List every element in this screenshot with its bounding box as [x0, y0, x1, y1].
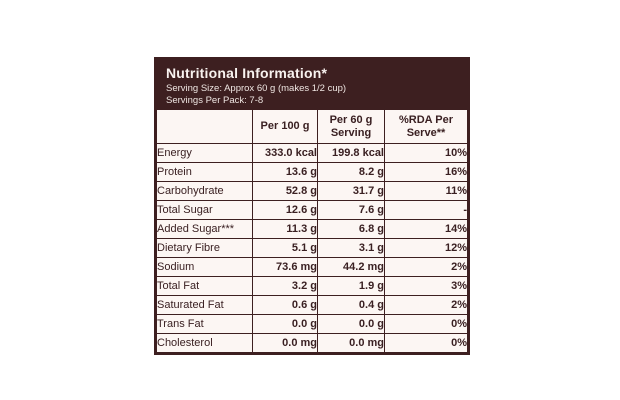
value-per-100g: 5.1 g: [252, 238, 318, 258]
table-header-row: Per 100 g Per 60 g Serving %RDA Per Serv…: [156, 109, 468, 144]
value-per-100g: 0.6 g: [252, 295, 318, 315]
value-per-100g: 333.0 kcal: [252, 143, 318, 163]
nutrition-table-body: Energy 333.0 kcal 199.8 kcal 10% Protein 13.6…: [156, 143, 468, 353]
column-header-empty: [156, 109, 253, 144]
value-rda-per-serve: 11%: [384, 181, 468, 201]
nutrient-label: Dietary Fibre: [156, 238, 253, 258]
value-per-100g: 0.0 mg: [252, 333, 318, 353]
value-per-60g: 199.8 kcal: [317, 143, 385, 163]
nutrient-label: Cholesterol: [156, 333, 253, 353]
value-per-60g: 1.9 g: [317, 276, 385, 296]
column-header-per-60g-serving: Per 60 g Serving: [317, 109, 385, 144]
table-row: Carbohydrate 52.8 g 31.7 g 11%: [156, 181, 468, 201]
value-per-100g: 13.6 g: [252, 162, 318, 182]
value-rda-per-serve: 0%: [384, 314, 468, 334]
value-per-60g: 3.1 g: [317, 238, 385, 258]
value-per-60g: 0.0 g: [317, 314, 385, 334]
table-row: Dietary Fibre 5.1 g 3.1 g 12%: [156, 238, 468, 258]
nutrition-facts-card: Nutritional Information* Serving Size: A…: [154, 57, 470, 355]
nutrient-label: Saturated Fat: [156, 295, 253, 315]
table-row: Sodium 73.6 mg 44.2 mg 2%: [156, 257, 468, 277]
value-rda-per-serve: 12%: [384, 238, 468, 258]
value-per-100g: 0.0 g: [252, 314, 318, 334]
nutrient-label: Total Sugar: [156, 200, 253, 220]
value-rda-per-serve: 2%: [384, 257, 468, 277]
servings-per-pack-text: Servings Per Pack: 7-8: [166, 95, 264, 106]
table-row: Saturated Fat 0.6 g 0.4 g 2%: [156, 295, 468, 315]
value-rda-per-serve: 2%: [384, 295, 468, 315]
value-per-60g: 44.2 mg: [317, 257, 385, 277]
value-per-60g: 6.8 g: [317, 219, 385, 239]
table-row: Trans Fat 0.0 g 0.0 g 0%: [156, 314, 468, 334]
value-rda-per-serve: 3%: [384, 276, 468, 296]
value-rda-per-serve: 14%: [384, 219, 468, 239]
value-per-60g: 0.0 mg: [317, 333, 385, 353]
value-per-60g: 0.4 g: [317, 295, 385, 315]
table-row: Total Fat 3.2 g 1.9 g 3%: [156, 276, 468, 296]
table-row: Protein 13.6 g 8.2 g 16%: [156, 162, 468, 182]
value-rda-per-serve: 0%: [384, 333, 468, 353]
value-rda-per-serve: 16%: [384, 162, 468, 182]
nutrient-label: Added Sugar***: [156, 219, 253, 239]
nutrient-label: Protein: [156, 162, 253, 182]
value-per-100g: 3.2 g: [252, 276, 318, 296]
nutrition-title: Nutritional Information*: [166, 65, 328, 81]
table-row: Cholesterol 0.0 mg 0.0 mg 0%: [156, 333, 468, 353]
nutrition-header: Nutritional Information* Serving Size: A…: [156, 59, 468, 109]
column-header-per-100g: Per 100 g: [252, 109, 318, 144]
table-row: Total Sugar 12.6 g 7.6 g-: [156, 200, 468, 220]
value-per-60g: 7.6 g: [317, 200, 385, 220]
value-rda-per-serve: -: [384, 200, 468, 220]
table-row: Energy 333.0 kcal 199.8 kcal 10%: [156, 143, 468, 163]
value-per-60g: 8.2 g: [317, 162, 385, 182]
nutrient-label: Trans Fat: [156, 314, 253, 334]
value-per-60g: 31.7 g: [317, 181, 385, 201]
table-row: Added Sugar*** 11.3 g 6.8 g 14%: [156, 219, 468, 239]
nutrient-label: Total Fat: [156, 276, 253, 296]
nutrient-label: Carbohydrate: [156, 181, 253, 201]
nutrient-label: Energy: [156, 143, 253, 163]
value-per-100g: 11.3 g: [252, 219, 318, 239]
value-per-100g: 12.6 g: [252, 200, 318, 220]
serving-size-text: Serving Size: Approx 60 g (makes 1/2 cup…: [166, 83, 347, 94]
value-per-100g: 73.6 mg: [252, 257, 318, 277]
nutrition-table: Per 100 g Per 60 g Serving %RDA Per Serv…: [156, 109, 468, 353]
nutrient-label: Sodium: [156, 257, 253, 277]
value-per-100g: 52.8 g: [252, 181, 318, 201]
column-header-rda-per-serve: %RDA Per Serve**: [384, 109, 468, 144]
value-rda-per-serve: 10%: [384, 143, 468, 163]
